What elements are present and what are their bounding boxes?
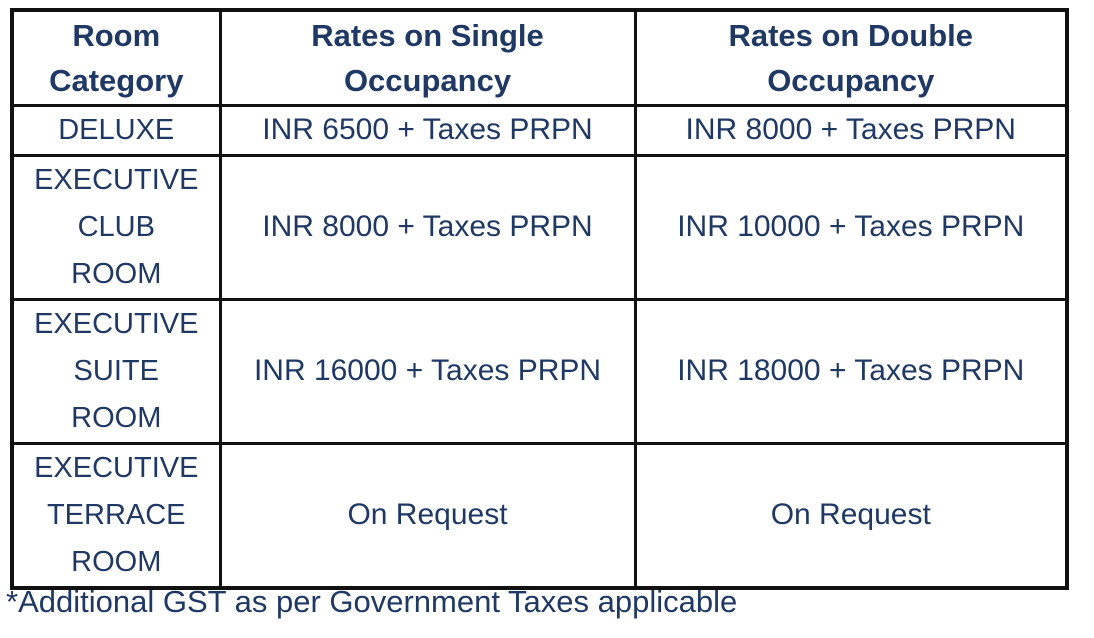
cell-executive-suite-single-rate: INR 16000 + Taxes PRPN: [218, 297, 637, 445]
cell-executive-terrace-category: EXECUTIVE TERRACE ROOM: [10, 441, 222, 589]
table-row: EXECUTIVE SUITE ROOM INR 16000 + Taxes P…: [10, 297, 1069, 445]
cell-executive-terrace-single-rate: On Request: [218, 441, 637, 589]
header-double-occupancy-label: Rates on Double Occupancy: [728, 17, 974, 98]
header-double-occupancy: Rates on Double Occupancy: [633, 8, 1069, 107]
cell-executive-suite-double-rate: INR 18000 + Taxes PRPN: [633, 297, 1069, 445]
cell-executive-club-category: EXECUTIVE CLUB ROOM: [10, 153, 222, 301]
table-row: DELUXE INR 6500 + Taxes PRPN INR 8000 + …: [10, 103, 1069, 157]
cell-deluxe-single-rate: INR 6500 + Taxes PRPN: [218, 103, 637, 157]
cell-executive-club-double-rate: INR 10000 + Taxes PRPN: [633, 153, 1069, 301]
cell-executive-suite-category: EXECUTIVE SUITE ROOM: [10, 297, 222, 445]
room-rates-table: Room Category Rates on Single Occupancy …: [10, 8, 1069, 590]
header-single-occupancy: Rates on Single Occupancy: [218, 8, 637, 107]
table-row: EXECUTIVE CLUB ROOM INR 8000 + Taxes PRP…: [10, 153, 1069, 301]
cell-executive-terrace-double-rate: On Request: [633, 441, 1069, 589]
gst-footnote: *Additional GST as per Government Taxes …: [6, 584, 738, 619]
table-row: EXECUTIVE TERRACE ROOM On Request On Req…: [10, 441, 1069, 589]
header-room-category: Room Category: [10, 8, 222, 107]
header-room-category-label: Room Category: [49, 17, 184, 98]
cell-executive-club-single-rate: INR 8000 + Taxes PRPN: [218, 153, 637, 301]
cell-deluxe-category: DELUXE: [10, 103, 222, 157]
cell-deluxe-double-rate: INR 8000 + Taxes PRPN: [633, 103, 1069, 157]
table-header-row: Room Category Rates on Single Occupancy …: [10, 8, 1069, 107]
header-single-occupancy-label: Rates on Single Occupancy: [311, 17, 544, 98]
